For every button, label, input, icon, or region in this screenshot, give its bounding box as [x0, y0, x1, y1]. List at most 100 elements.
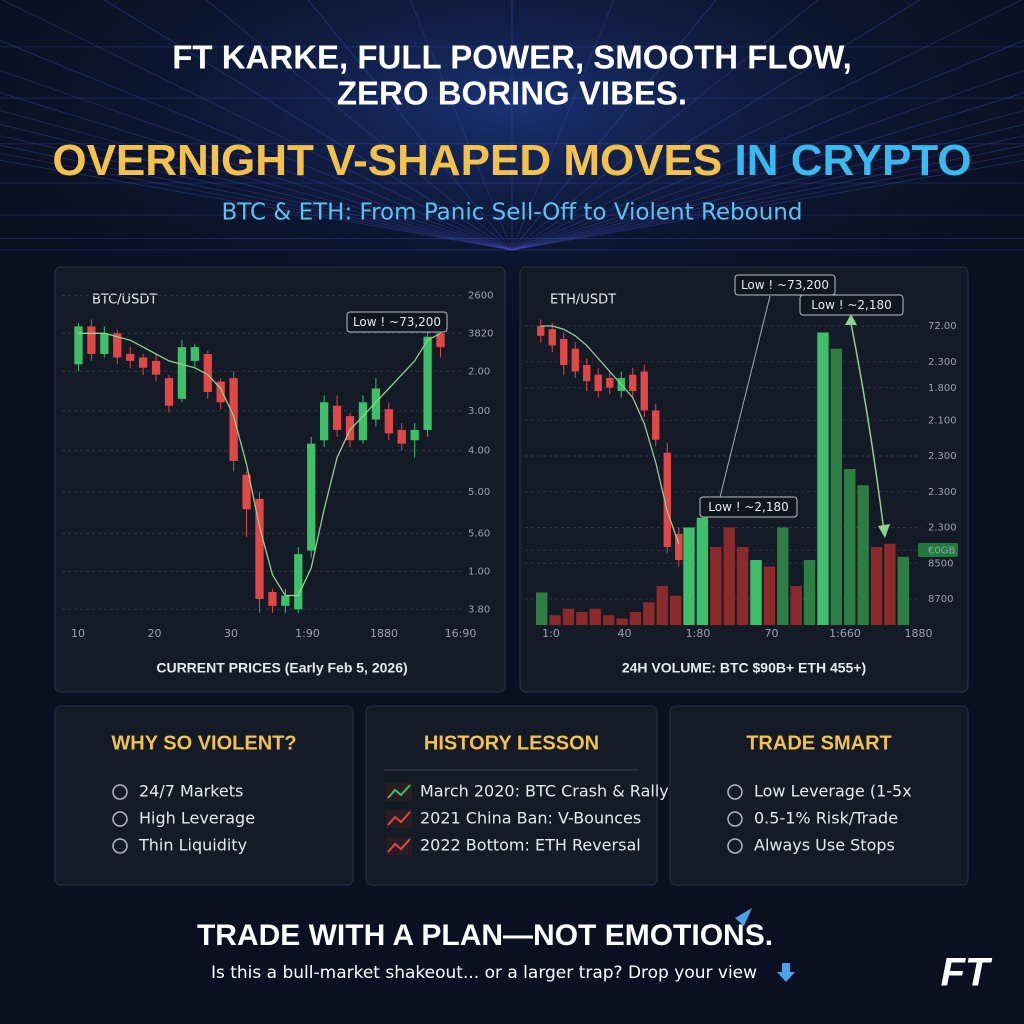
x-tick-label: 1:660 — [829, 627, 861, 640]
item-icon — [112, 784, 128, 800]
candle-body — [384, 409, 393, 434]
bg-line — [409, 0, 513, 251]
volume-bar — [723, 527, 735, 625]
y-tick-label: 72.00 — [928, 321, 957, 332]
volume-bar — [576, 612, 588, 625]
bg-line — [511, 0, 615, 251]
charts: BTC/USDT 2600 3820 2.00 3.00 4.00 5.00 5.60 1.00… — [62, 274, 957, 676]
annotation: Low ! ~73,200 — [353, 315, 441, 329]
bg-line — [0, 123, 513, 251]
x-tick-label: 70 — [765, 627, 779, 640]
candle-body — [151, 360, 161, 375]
x-tick-label: 16:90 — [445, 627, 477, 640]
candle-body — [583, 365, 591, 382]
x-tick-label: 1:0 — [542, 627, 560, 640]
tick-highlight — [918, 543, 958, 557]
panel — [519, 266, 969, 693]
bg-line — [307, 0, 513, 251]
candle-body — [560, 339, 568, 365]
card-item: 2021 China Ban: V-Bounces — [420, 809, 641, 828]
y-tick-label: 2.00 — [468, 366, 490, 377]
y-tick-label: 8500 — [928, 558, 953, 569]
candle-body — [397, 429, 406, 444]
y-tick-label: 2.300 — [928, 487, 957, 498]
x-tick-label: 20 — [148, 627, 162, 640]
bg-line — [0, 92, 513, 251]
candle-body — [410, 429, 419, 441]
candle-body — [74, 326, 83, 365]
y-tick-label: 2600 — [468, 290, 493, 301]
annotation-arrow — [849, 317, 885, 533]
bg-line — [103, 0, 513, 251]
volume-bar — [683, 527, 695, 625]
bg-line — [511, 40, 1024, 251]
bg-line — [511, 69, 1024, 251]
footer-headline: TRADE WITH A PLAN—NOT EMOTIONS. — [197, 919, 773, 952]
annotation-box — [734, 274, 836, 296]
item-icon — [727, 784, 743, 800]
volume-bar — [696, 517, 709, 625]
arrow-head — [845, 314, 857, 325]
item-icon — [727, 811, 743, 827]
logo: FT — [941, 951, 993, 995]
item-icon — [386, 810, 412, 828]
y-tick-label: 2.100 — [928, 415, 957, 426]
annotation: Low ! ~73,200 — [741, 278, 829, 292]
volume-bar — [562, 608, 575, 625]
candle-body — [113, 333, 122, 358]
x-tick-label: 40 — [618, 627, 632, 640]
volume-bar — [629, 612, 642, 625]
candle-body — [345, 416, 355, 441]
item-icon — [727, 838, 743, 854]
candle-body — [332, 405, 342, 430]
annotation-box — [346, 311, 448, 333]
y-tick-label: 3820 — [468, 328, 493, 339]
item-icon — [386, 783, 412, 801]
volume-bar — [817, 332, 829, 625]
volume-bar — [669, 595, 682, 625]
bg-line — [511, 135, 1024, 251]
candle-body — [190, 347, 199, 361]
candle-body — [294, 554, 303, 610]
bg-line — [0, 69, 513, 251]
bg-line — [1, 0, 513, 251]
card-item: 2022 Bottom: ETH Reversal — [420, 836, 641, 855]
x-tick-label: 1:80 — [686, 627, 711, 640]
bg-line — [0, 144, 513, 251]
candle-body — [537, 326, 545, 336]
candle-body — [177, 347, 187, 399]
volume-bar — [602, 615, 615, 625]
card-item: March 2020: BTC Crash & Rally — [420, 782, 669, 801]
item-icon — [387, 838, 411, 853]
bg-line — [511, 0, 717, 251]
candle-body — [640, 371, 648, 411]
rocket-icon — [735, 908, 752, 926]
y-tick-label: €0GB — [928, 545, 955, 556]
candle-body — [629, 374, 637, 391]
candle-body — [100, 333, 109, 354]
chart-title: ETH/USDT — [550, 293, 616, 308]
bg-line — [511, 109, 1024, 251]
moving-average — [540, 325, 680, 544]
candle-body — [675, 534, 683, 560]
item-icon — [386, 837, 412, 855]
volume-bar — [549, 615, 561, 625]
y-tick-label: 2.300 — [928, 357, 957, 368]
card-item: High Leverage — [139, 809, 255, 828]
card-item: 24/7 Markets — [139, 782, 243, 801]
item-icon — [387, 811, 411, 826]
item-icon — [112, 811, 128, 827]
candle-body — [436, 333, 445, 348]
volume-bar — [897, 556, 909, 625]
card-item: Always Use Stops — [754, 836, 895, 855]
cards: WHY SO VIOLENT? 24/7 Markets High Leverage… — [54, 705, 969, 886]
volume-bar — [884, 543, 896, 625]
x-tick-label: 10 — [71, 627, 85, 640]
y-tick-label: 3.00 — [468, 406, 490, 417]
y-tick-label: 5.00 — [468, 487, 490, 498]
volume-bar — [777, 527, 789, 625]
perspective-grid — [0, 0, 1024, 251]
candle-body — [216, 381, 225, 403]
bg-line — [0, 40, 513, 251]
card-title: TRADE SMART — [746, 732, 892, 754]
